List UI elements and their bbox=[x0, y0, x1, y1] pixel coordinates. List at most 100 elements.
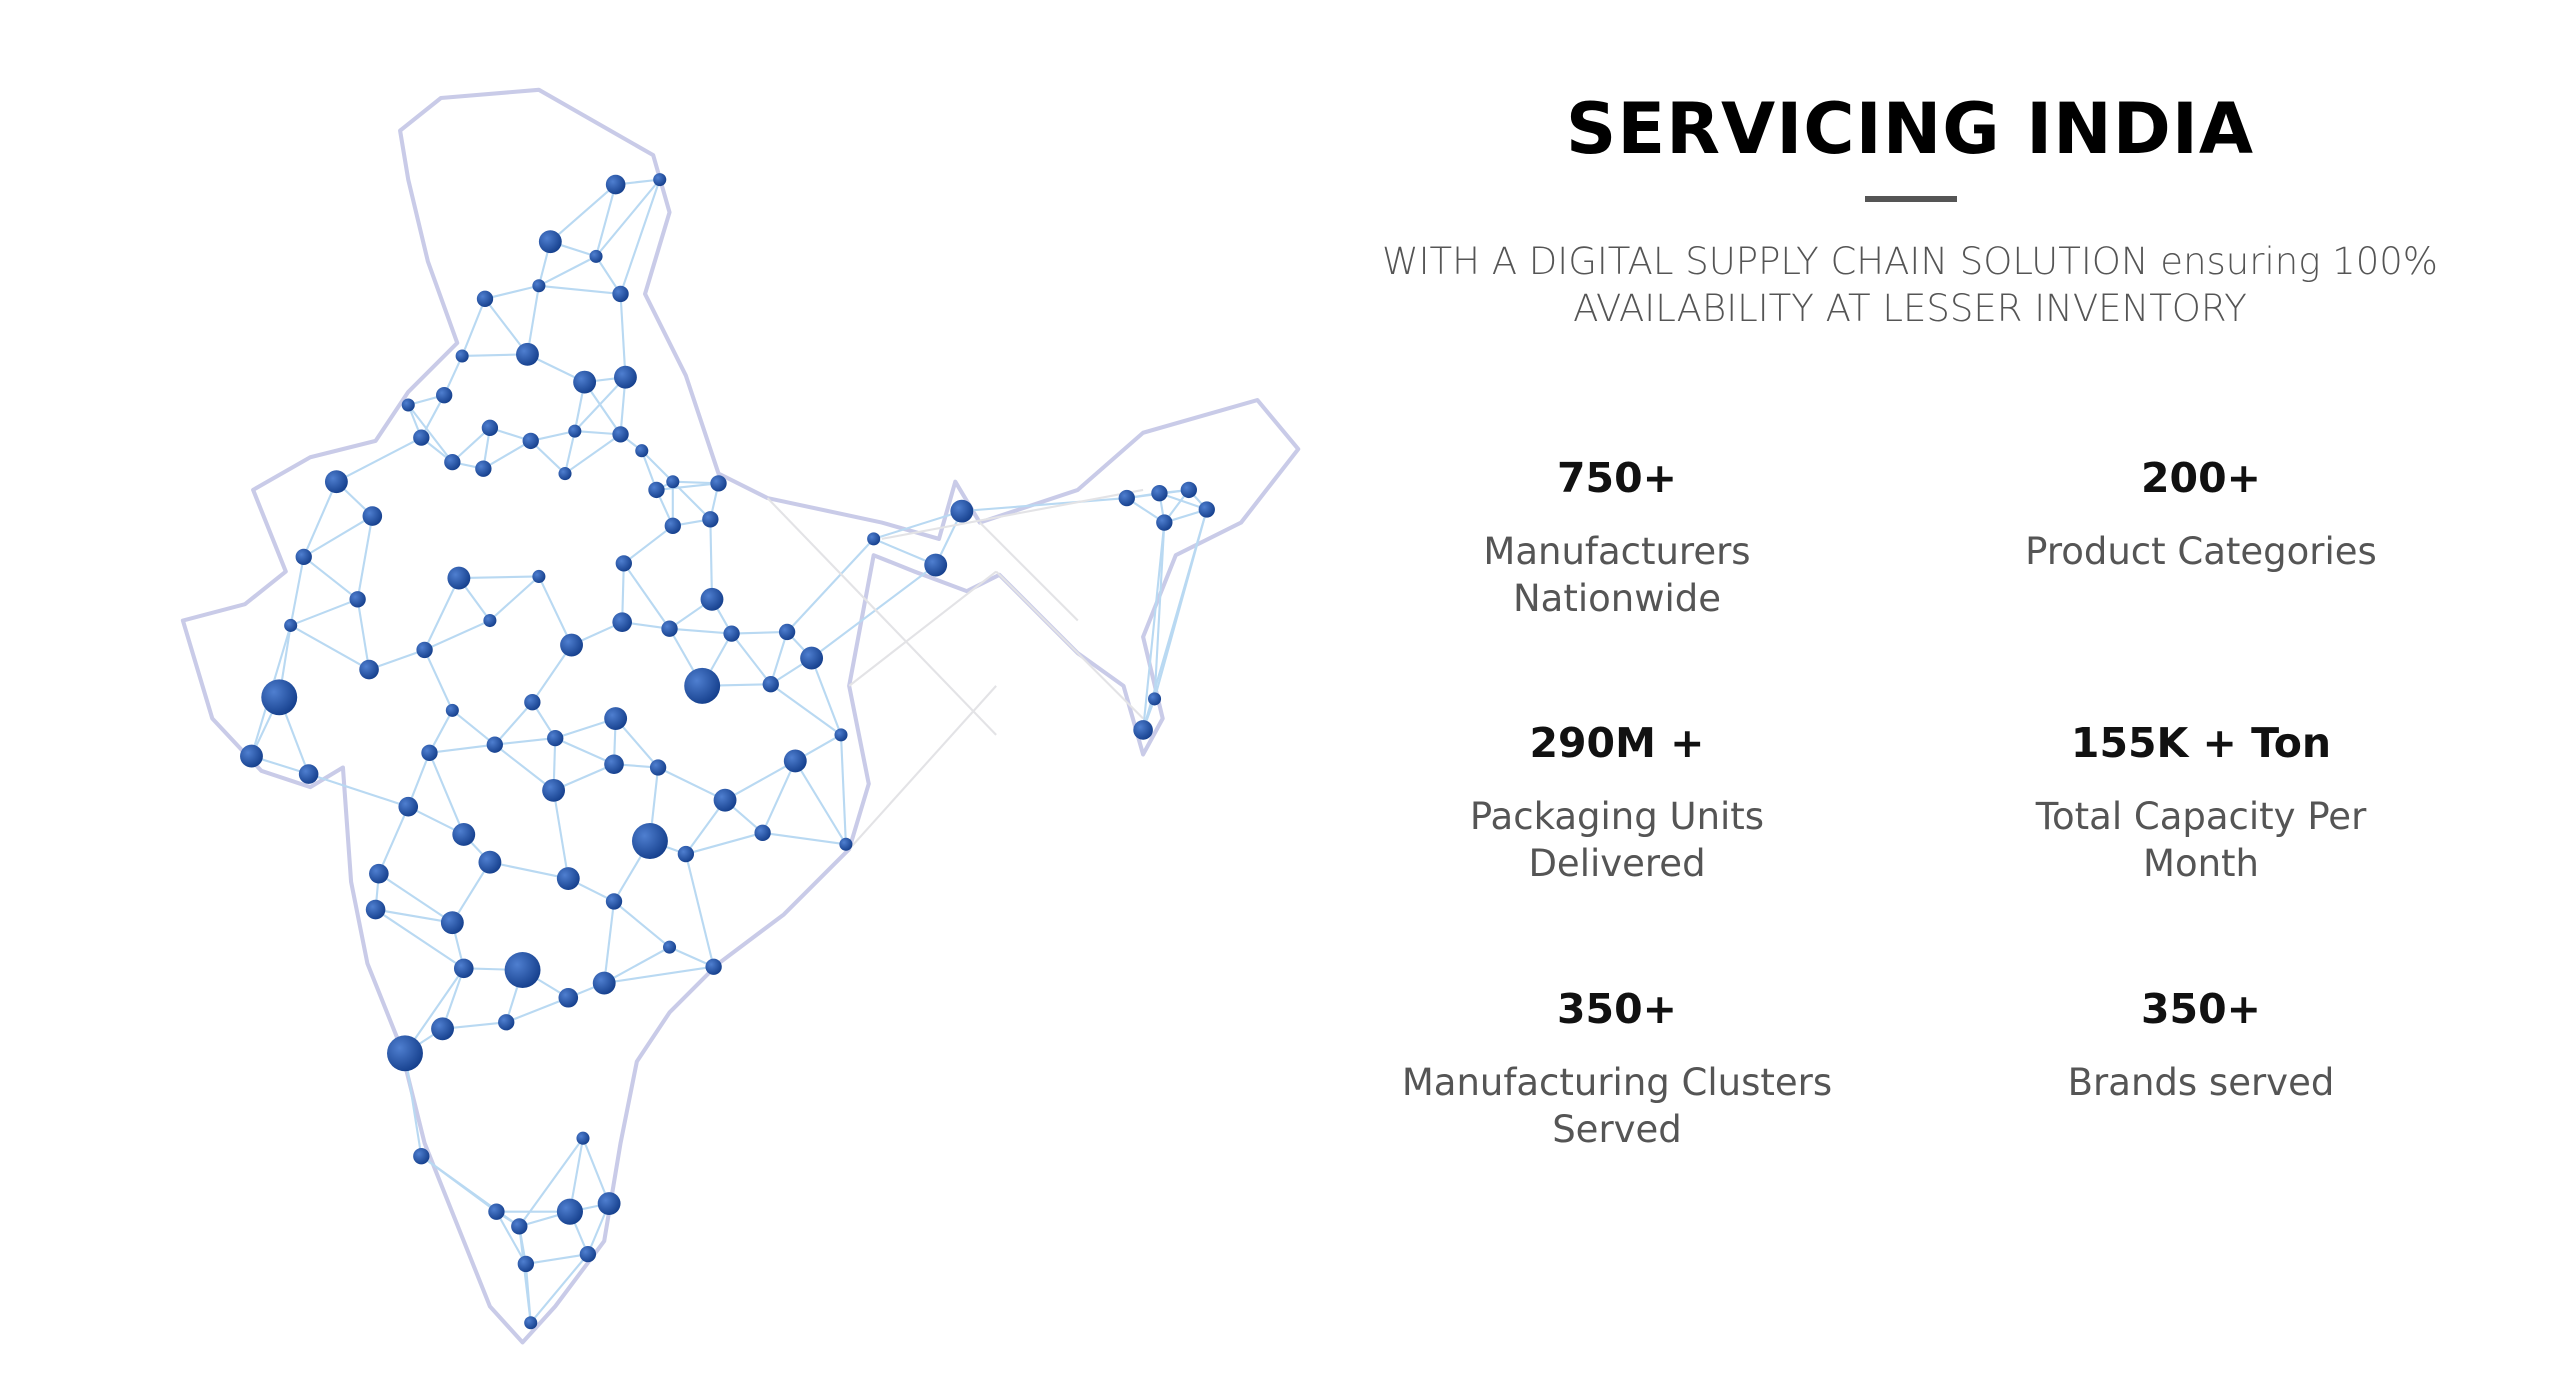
map-link bbox=[484, 284, 540, 300]
map-dot bbox=[488, 1203, 505, 1220]
map-link bbox=[538, 255, 597, 287]
map-dot bbox=[713, 788, 737, 812]
map-link bbox=[368, 648, 425, 671]
map-link bbox=[581, 1137, 611, 1204]
title: SERVICING INDIA bbox=[1565, 88, 2255, 170]
map-link bbox=[375, 908, 465, 970]
map-dot bbox=[612, 612, 632, 632]
map-link bbox=[810, 657, 842, 736]
map-link bbox=[458, 575, 539, 580]
map-dot bbox=[324, 470, 348, 494]
map-link bbox=[595, 184, 617, 257]
map-link bbox=[525, 1253, 589, 1265]
map-dot bbox=[522, 432, 539, 450]
map-link bbox=[505, 996, 569, 1024]
map-link bbox=[709, 519, 714, 600]
stat-label: Manufacturers Nationwide bbox=[1337, 528, 1897, 622]
map-link bbox=[766, 497, 997, 736]
map-link bbox=[769, 631, 789, 685]
map-link bbox=[495, 1211, 527, 1265]
map-dot bbox=[538, 230, 562, 254]
map-link bbox=[1153, 522, 1166, 699]
map-link bbox=[724, 760, 796, 802]
map-dot bbox=[612, 285, 629, 303]
map-link bbox=[290, 598, 359, 627]
map-dot bbox=[1151, 485, 1168, 502]
map-dot bbox=[298, 764, 319, 784]
map-dot bbox=[839, 837, 853, 851]
map-dot bbox=[504, 952, 541, 988]
map-link bbox=[979, 521, 1079, 622]
map-dot bbox=[924, 553, 948, 577]
map-link bbox=[375, 908, 453, 924]
map-dot bbox=[486, 736, 503, 753]
map-link bbox=[995, 570, 1144, 720]
stat-label-line: Delivered bbox=[1528, 842, 1706, 885]
stat-label-line: Month bbox=[2143, 842, 2259, 885]
map-link bbox=[428, 752, 465, 835]
map-dot bbox=[661, 620, 678, 637]
map-dot bbox=[387, 1035, 423, 1072]
map-link bbox=[881, 488, 1144, 540]
map-link bbox=[489, 861, 569, 880]
map-dot bbox=[517, 1255, 534, 1273]
map-link bbox=[762, 831, 847, 846]
map-link bbox=[595, 178, 661, 258]
map-dot bbox=[478, 850, 502, 874]
map-link bbox=[356, 515, 374, 600]
map-dot bbox=[365, 899, 386, 920]
map-link bbox=[794, 760, 847, 845]
map-dot bbox=[483, 614, 497, 628]
map-link bbox=[518, 1226, 532, 1323]
map-dot bbox=[444, 453, 461, 471]
map-link bbox=[424, 619, 491, 651]
map-link bbox=[848, 570, 997, 687]
map-link bbox=[1142, 522, 1166, 731]
map-dot bbox=[635, 444, 649, 458]
stat-value: 350+ bbox=[2141, 985, 2261, 1033]
map-link bbox=[461, 298, 486, 357]
india-map bbox=[180, 87, 1301, 1345]
map-dot bbox=[710, 475, 727, 492]
map-link bbox=[494, 737, 556, 746]
map-link bbox=[761, 760, 797, 834]
map-dot bbox=[589, 249, 603, 263]
map-link bbox=[529, 1253, 589, 1324]
stat-value: 350+ bbox=[1557, 985, 1677, 1033]
map-dot bbox=[532, 279, 546, 293]
map-link bbox=[377, 806, 410, 875]
map-dot bbox=[524, 1316, 538, 1330]
map-dot bbox=[401, 398, 415, 412]
map-link bbox=[770, 683, 842, 736]
map-link bbox=[378, 872, 453, 924]
map-link bbox=[489, 575, 540, 622]
map-link bbox=[641, 449, 674, 483]
map-link bbox=[335, 436, 422, 483]
stat-value: 290M + bbox=[1529, 719, 1705, 767]
map-dot bbox=[605, 174, 626, 195]
map-link bbox=[356, 599, 371, 670]
map-link bbox=[423, 577, 460, 651]
map-link bbox=[603, 901, 616, 984]
map-link bbox=[451, 427, 491, 463]
map-link bbox=[622, 562, 671, 630]
stat-label-line: Manufacturers bbox=[1483, 530, 1751, 573]
map-dot bbox=[416, 641, 433, 659]
map-dot bbox=[1133, 720, 1153, 740]
map-link bbox=[1153, 509, 1208, 700]
map-dot bbox=[800, 646, 824, 670]
map-link bbox=[451, 709, 496, 746]
map-link bbox=[407, 404, 454, 463]
stat-label: Product Categories bbox=[1921, 528, 2481, 575]
stat-label-line: Nationwide bbox=[1512, 577, 1722, 620]
stat: 350+ Manufacturing Clusters Served bbox=[1337, 979, 1897, 1153]
map-dot bbox=[532, 569, 546, 583]
map-dot bbox=[1156, 514, 1173, 531]
map-link bbox=[302, 481, 338, 558]
map-link bbox=[672, 480, 712, 521]
map-dot bbox=[556, 1198, 583, 1225]
stat-label-line: Packaging Units bbox=[1469, 795, 1765, 838]
map-dot bbox=[547, 729, 564, 747]
map-link bbox=[730, 632, 772, 685]
